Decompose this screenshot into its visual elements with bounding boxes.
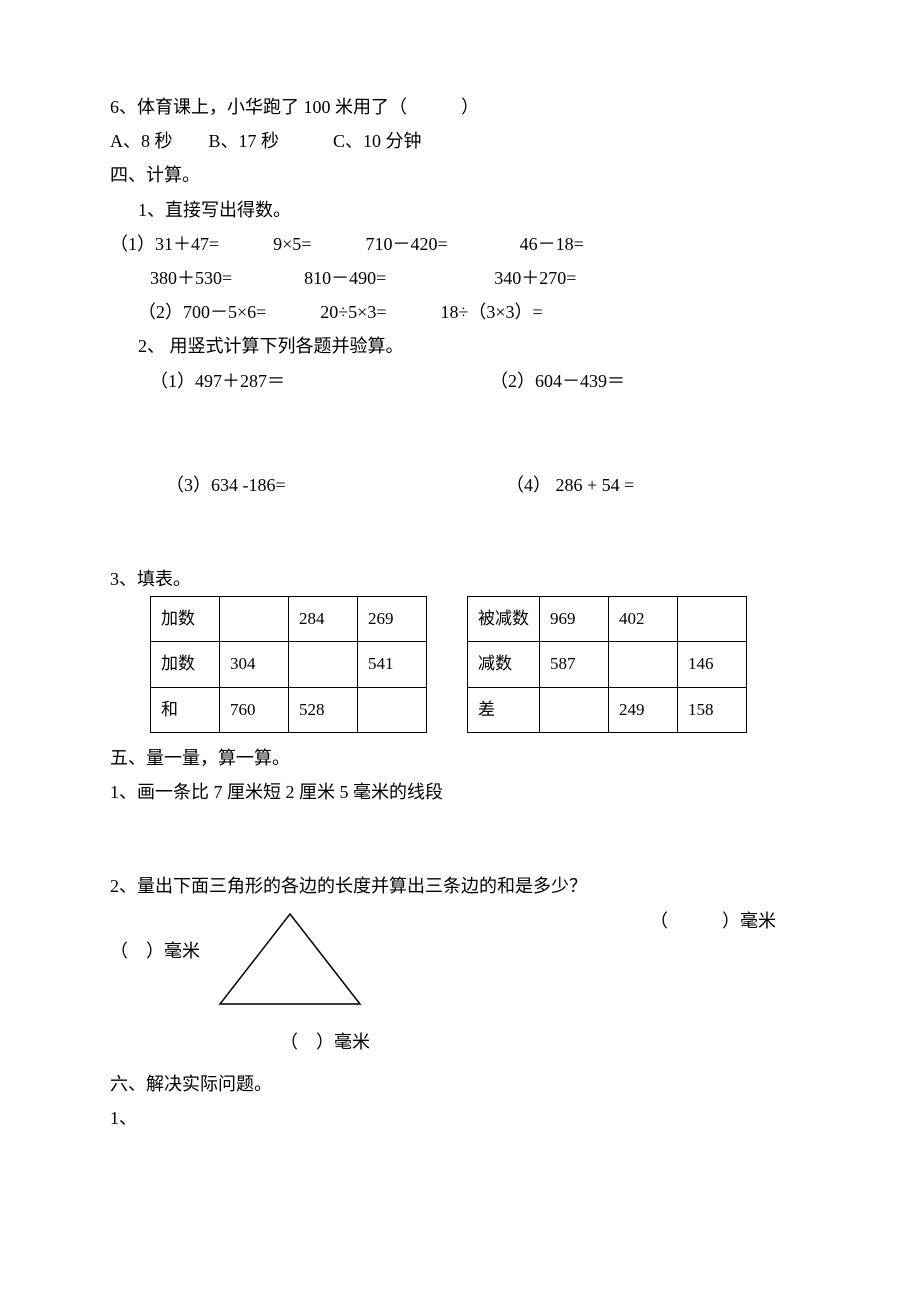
cell bbox=[609, 642, 678, 687]
cell: 269 bbox=[358, 597, 427, 642]
cell: 差 bbox=[468, 687, 540, 732]
tables-wrap: 加数 284 269 加数 304 541 和 760 528 被减数 969 … bbox=[110, 596, 810, 733]
table-subtraction: 被减数 969 402 减数 587 146 差 249 158 bbox=[467, 596, 747, 733]
sec4-c4: （4） 286 + 54 = bbox=[506, 468, 634, 502]
sec4-l2: 380＋530= 810－490= 340＋270= bbox=[110, 261, 810, 295]
sec4-l1: （1）31＋47= 9×5= 710－420= 46－18= bbox=[110, 227, 810, 261]
triangle-label-right: （ ）毫米 bbox=[380, 904, 776, 938]
cell: 146 bbox=[678, 642, 747, 687]
sec5-q2: 2、量出下面三角形的各边的长度并算出三条边的和是多少？ bbox=[110, 869, 810, 903]
triangle-label-bottom: （ ）毫米 bbox=[110, 1025, 810, 1059]
table-row: 加数 284 269 bbox=[151, 597, 427, 642]
sec4-c1: （1）497＋287＝ bbox=[150, 364, 490, 398]
sec6-q1: 1、 bbox=[110, 1101, 810, 1135]
triangle-icon bbox=[200, 904, 380, 1025]
cell bbox=[358, 687, 427, 732]
table-row: 加数 304 541 bbox=[151, 642, 427, 687]
cell: 541 bbox=[358, 642, 427, 687]
q6-stem: 6、体育课上，小华跑了 100 米用了（ ） bbox=[110, 90, 810, 124]
p3-title: 3、填表。 bbox=[110, 562, 810, 596]
cell: 760 bbox=[220, 687, 289, 732]
cell: 304 bbox=[220, 642, 289, 687]
sec4-row-a: （1）497＋287＝ （2）604－439＝ bbox=[110, 364, 810, 398]
cell: 528 bbox=[289, 687, 358, 732]
triangle-shape bbox=[220, 914, 360, 1004]
table-row: 被减数 969 402 bbox=[468, 597, 747, 642]
sec5-title: 五、量一量，算一算。 bbox=[110, 741, 810, 775]
sec4-row-b: （3）634 -186= （4） 286 + 54 = bbox=[110, 468, 810, 502]
cell: 加数 bbox=[151, 597, 220, 642]
q6-options: A、8 秒 B、17 秒 C、10 分钟 bbox=[110, 124, 810, 158]
cell bbox=[220, 597, 289, 642]
sec4-title: 四、计算。 bbox=[110, 158, 810, 192]
table-row: 差 249 158 bbox=[468, 687, 747, 732]
cell: 被减数 bbox=[468, 597, 540, 642]
table-addition: 加数 284 269 加数 304 541 和 760 528 bbox=[150, 596, 427, 733]
sec6-title: 六、解决实际问题。 bbox=[110, 1067, 810, 1101]
cell bbox=[289, 642, 358, 687]
sec4-p2: 2、 用竖式计算下列各题并验算。 bbox=[110, 329, 810, 363]
cell: 158 bbox=[678, 687, 747, 732]
sec5-q1: 1、画一条比 7 厘米短 2 厘米 5 毫米的线段 bbox=[110, 775, 810, 809]
cell bbox=[678, 597, 747, 642]
cell bbox=[540, 687, 609, 732]
table-row: 和 760 528 bbox=[151, 687, 427, 732]
cell: 和 bbox=[151, 687, 220, 732]
sec4-c3: （3）634 -186= bbox=[166, 468, 506, 502]
table-row: 减数 587 146 bbox=[468, 642, 747, 687]
cell: 减数 bbox=[468, 642, 540, 687]
triangle-label-left: （ ）毫米 bbox=[110, 904, 200, 968]
cell: 加数 bbox=[151, 642, 220, 687]
sec4-p1: 1、直接写出得数。 bbox=[110, 193, 810, 227]
sec4-l3: （2）700－5×6= 20÷5×3= 18÷（3×3）= bbox=[110, 295, 810, 329]
cell: 587 bbox=[540, 642, 609, 687]
triangle-figure: （ ）毫米 （ ）毫米 bbox=[110, 904, 810, 1025]
cell: 402 bbox=[609, 597, 678, 642]
cell: 284 bbox=[289, 597, 358, 642]
cell: 969 bbox=[540, 597, 609, 642]
sec4-c2: （2）604－439＝ bbox=[490, 364, 625, 398]
cell: 249 bbox=[609, 687, 678, 732]
